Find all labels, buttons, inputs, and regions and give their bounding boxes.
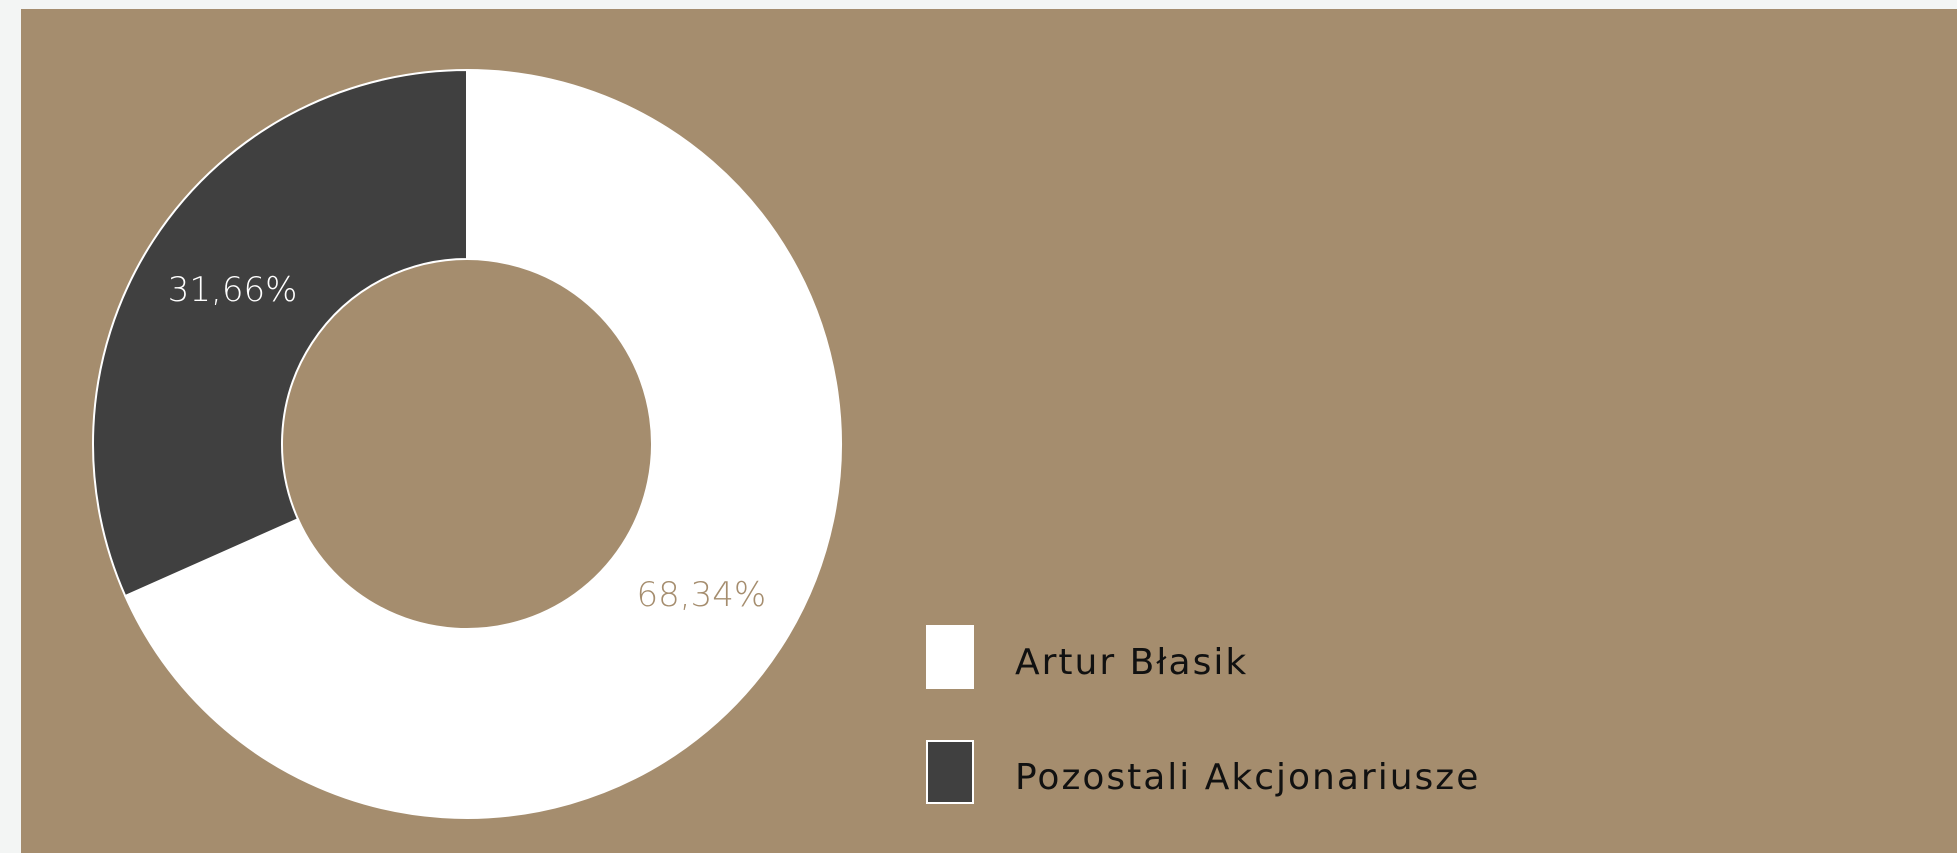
legend-swatch — [926, 625, 974, 689]
donut-segment — [92, 68, 468, 598]
data-label: 31,66% — [168, 270, 298, 310]
legend-label: Artur Błasik — [1015, 642, 1248, 683]
legend-swatch — [926, 740, 974, 804]
data-label: 68,34% — [637, 575, 767, 615]
legend-label: Pozostali Akcjonariusze — [1015, 757, 1480, 798]
donut-segment — [123, 68, 842, 819]
